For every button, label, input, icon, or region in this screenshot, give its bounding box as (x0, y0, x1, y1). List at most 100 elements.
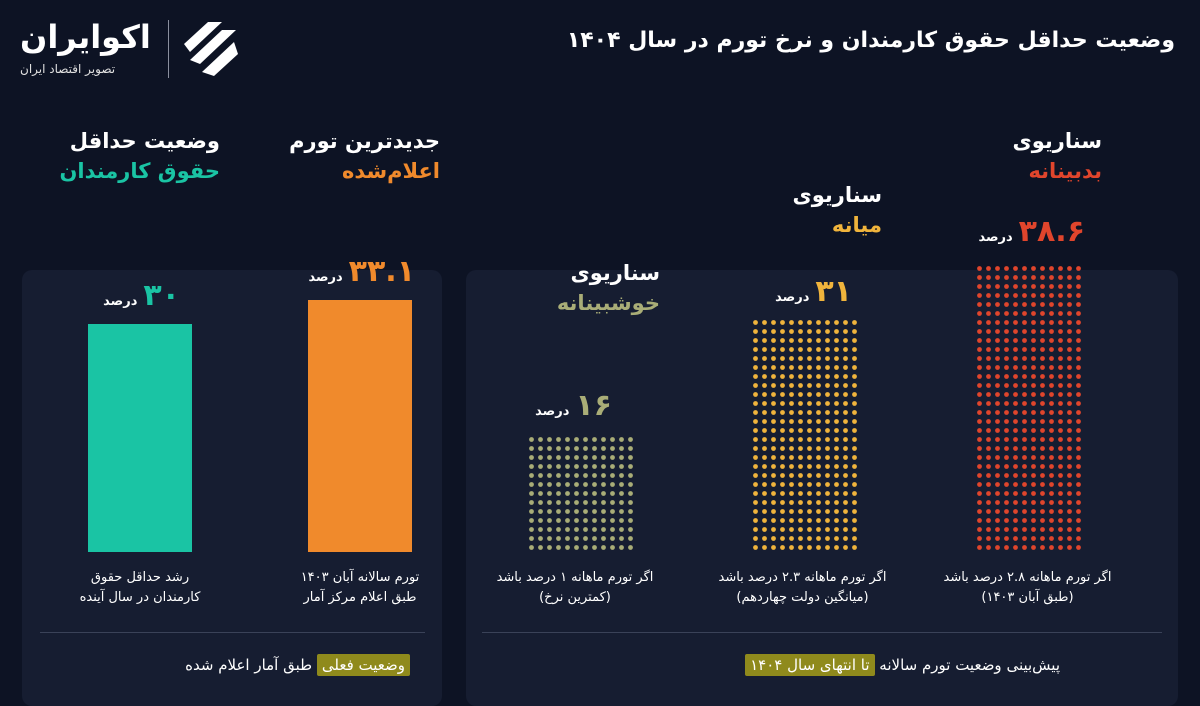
optimistic-dot (592, 437, 597, 442)
pessimistic-dot (1076, 356, 1081, 361)
pessimistic-dot (1013, 383, 1018, 388)
medium-dot (753, 320, 758, 325)
medium-dot (825, 356, 830, 361)
medium-dot (825, 527, 830, 532)
medium-dot (762, 374, 767, 379)
medium-dot (771, 527, 776, 532)
medium-caption-line1: اگر تورم ماهانه ۲.۳ درصد باشد (718, 570, 887, 585)
medium-dot (798, 419, 803, 424)
medium-dot (771, 518, 776, 523)
optimistic-dot (619, 500, 624, 505)
pessimistic-dot (1031, 293, 1036, 298)
medium-dot (753, 536, 758, 541)
optimistic-dot (547, 455, 552, 460)
optimistic-dot (547, 446, 552, 451)
pessimistic-dot (1067, 491, 1072, 496)
pessimistic-dot (1058, 473, 1063, 478)
medium-dot (843, 320, 848, 325)
pessimistic-dot (1076, 410, 1081, 415)
pessimistic-dot (995, 356, 1000, 361)
pessimistic-dot (995, 500, 1000, 505)
optimistic-dot (556, 482, 561, 487)
pessimistic-value-label: ۳۸.۶ درصد (960, 214, 1085, 249)
medium-dot (753, 455, 758, 460)
medium-dot (852, 347, 857, 352)
pessimistic-dot (1076, 275, 1081, 280)
medium-dot (852, 329, 857, 334)
pessimistic-dot (1058, 437, 1063, 442)
pessimistic-dot (1022, 437, 1027, 442)
pessimistic-dot (977, 419, 982, 424)
pessimistic-dot (986, 293, 991, 298)
pessimistic-dot (1058, 509, 1063, 514)
optimistic-dot (628, 518, 633, 523)
optimistic-dot (601, 518, 606, 523)
pessimistic-dot (1058, 311, 1063, 316)
current-panel-divider (40, 632, 425, 633)
medium-dot (852, 491, 857, 496)
pessimistic-dot (1013, 329, 1018, 334)
pessimistic-dot (1031, 437, 1036, 442)
optimistic-dot (538, 536, 543, 541)
medium-dot (852, 473, 857, 478)
pessimistic-dot (1049, 518, 1054, 523)
medium-dot (843, 338, 848, 343)
optimistic-dot (610, 518, 615, 523)
optimistic-dot (547, 527, 552, 532)
pessimistic-dot (1022, 500, 1027, 505)
medium-dot (852, 464, 857, 469)
medium-dot (825, 536, 830, 541)
optimistic-dot (547, 536, 552, 541)
medium-dot (762, 338, 767, 343)
pessimistic-dot (1067, 500, 1072, 505)
medium-dot (798, 392, 803, 397)
optimistic-dot (619, 446, 624, 451)
medium-dot (807, 419, 812, 424)
optimistic-dot (592, 446, 597, 451)
medium-dot (852, 509, 857, 514)
pessimistic-dot (1049, 275, 1054, 280)
optimistic-dot (556, 464, 561, 469)
medium-dot (825, 500, 830, 505)
medium-dot (780, 464, 785, 469)
medium-dot (771, 473, 776, 478)
pessimistic-dot (995, 320, 1000, 325)
medium-dot (798, 374, 803, 379)
optimistic-dot (547, 482, 552, 487)
optimistic-dot (529, 455, 534, 460)
pessimistic-dot (995, 545, 1000, 550)
medium-dot-bar (753, 320, 857, 550)
pessimistic-dot (1022, 545, 1027, 550)
medium-dot (816, 356, 821, 361)
pessimistic-dot (1040, 473, 1045, 478)
optimistic-dot (583, 491, 588, 496)
medium-dot (843, 500, 848, 505)
medium-dot (780, 392, 785, 397)
medium-dot (789, 392, 794, 397)
pessimistic-dot (1049, 347, 1054, 352)
pessimistic-dot (1031, 383, 1036, 388)
medium-dot (780, 320, 785, 325)
pessimistic-dot (1049, 392, 1054, 397)
medium-dot (816, 491, 821, 496)
medium-dot (825, 509, 830, 514)
optimistic-dot (628, 536, 633, 541)
optimistic-dot (619, 464, 624, 469)
medium-dot (834, 410, 839, 415)
pessimistic-dot (1067, 320, 1072, 325)
medium-dot (816, 320, 821, 325)
pessimistic-dot (1076, 320, 1081, 325)
optimistic-dot (583, 500, 588, 505)
medium-dot (807, 473, 812, 478)
pessimistic-dot (1067, 455, 1072, 460)
pessimistic-dot (1076, 482, 1081, 487)
pessimistic-dot (977, 365, 982, 370)
pessimistic-dot (1031, 518, 1036, 523)
medium-dot (780, 536, 785, 541)
optimistic-dot (538, 500, 543, 505)
pessimistic-dot (1058, 329, 1063, 334)
medium-dot (753, 383, 758, 388)
pessimistic-dot (1049, 320, 1054, 325)
pessimistic-dot (995, 464, 1000, 469)
pessimistic-dot (977, 311, 982, 316)
